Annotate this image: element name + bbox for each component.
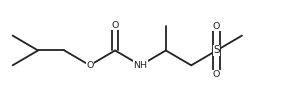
Text: O: O: [213, 70, 220, 79]
Text: O: O: [111, 21, 119, 30]
Text: NH: NH: [133, 61, 147, 70]
Text: O: O: [86, 61, 93, 70]
Text: O: O: [213, 22, 220, 31]
Text: S: S: [213, 45, 220, 55]
